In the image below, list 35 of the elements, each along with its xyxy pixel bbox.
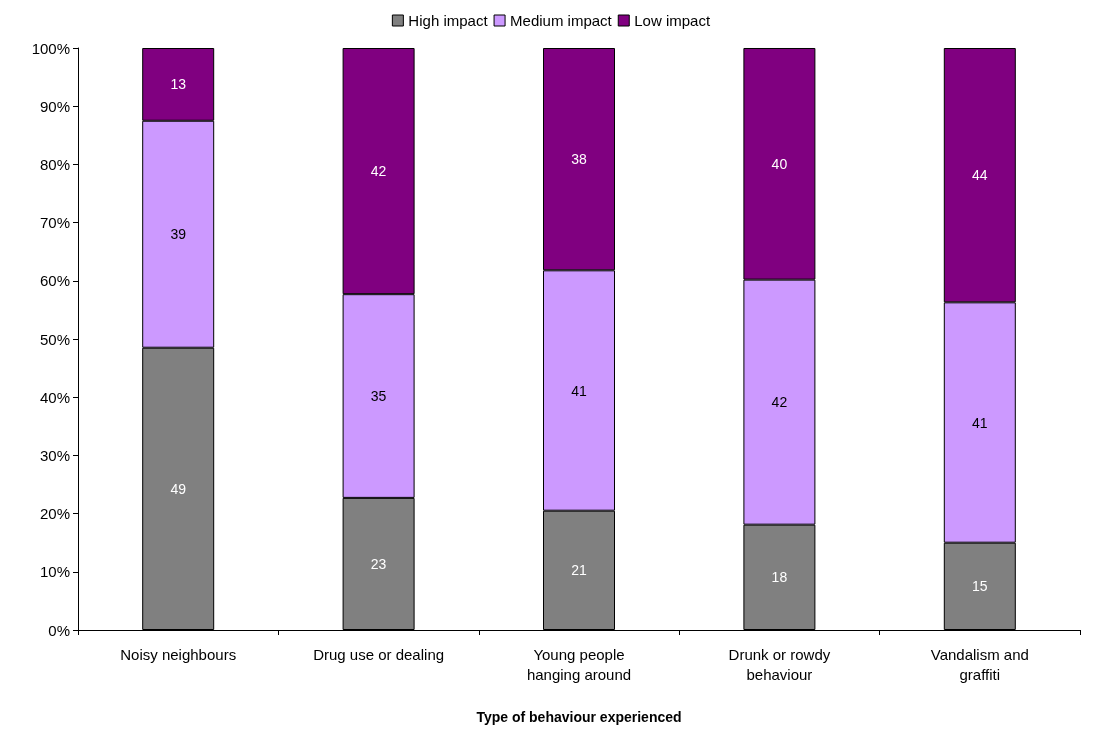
legend-label: High impact — [408, 12, 489, 29]
y-tick-label: 50% — [39, 330, 70, 348]
x-axis-title: Type of behaviour experienced — [476, 709, 682, 725]
data-label: 49 — [170, 480, 187, 497]
x-tick-label: Drug use or dealing — [313, 645, 445, 663]
y-tick-label: 60% — [39, 272, 70, 290]
y-tick-label: 20% — [39, 505, 70, 523]
x-tick-label: Drunk or rowdy behaviour — [728, 645, 831, 683]
data-label: 42 — [370, 163, 387, 180]
data-label: 44 — [972, 167, 988, 184]
y-tick-label: 100% — [31, 39, 70, 57]
y-tick-label: 90% — [39, 97, 70, 115]
x-tick-label: Vandalism and graffiti — [930, 645, 1029, 683]
data-label: 38 — [571, 151, 587, 168]
legend-label: Low impact — [634, 12, 711, 29]
data-label: 41 — [972, 414, 988, 431]
data-label: 41 — [571, 382, 587, 399]
y-tick-label: 10% — [39, 563, 70, 581]
data-label: 40 — [771, 155, 788, 172]
y-tick-label: 80% — [39, 155, 70, 173]
data-label: 42 — [771, 394, 788, 411]
data-label: 21 — [571, 562, 587, 579]
y-tick-label: 40% — [39, 388, 70, 406]
y-tick-label: 0% — [48, 621, 70, 639]
x-tick-label: Noisy neighbours — [120, 645, 237, 663]
x-tick-label: Young people hanging around — [526, 645, 632, 683]
y-tick-label: 70% — [39, 214, 70, 232]
data-label: 15 — [972, 578, 988, 595]
data-label: 35 — [370, 388, 387, 405]
data-label: 39 — [170, 226, 187, 243]
data-label: 23 — [370, 555, 387, 572]
y-tick-label: 30% — [39, 446, 70, 464]
data-label: 18 — [771, 569, 788, 586]
legend-label: Medium impact — [510, 12, 613, 29]
data-label: 13 — [170, 76, 187, 93]
